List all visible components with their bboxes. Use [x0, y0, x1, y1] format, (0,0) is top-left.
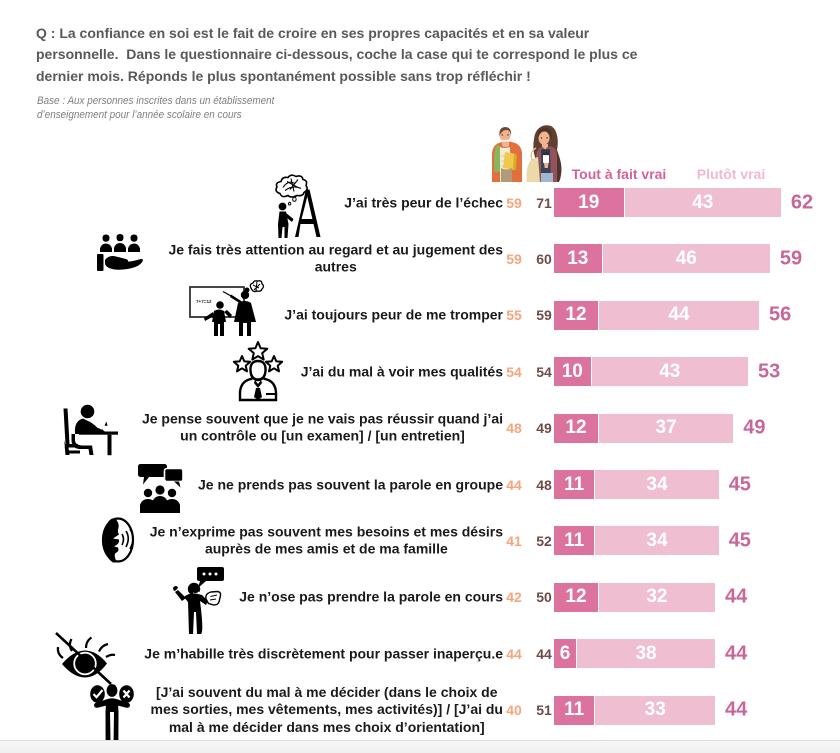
svg-text:7+7=12: 7+7=12 [196, 299, 212, 304]
